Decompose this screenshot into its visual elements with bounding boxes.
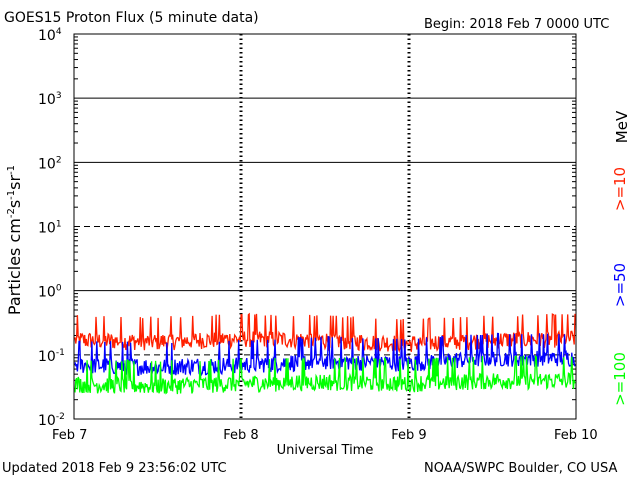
begin-time: Begin: 2018 Feb 7 0000 UTC	[424, 17, 610, 32]
label-e50: >=50	[611, 262, 629, 308]
y-tick-label: 104	[38, 27, 62, 44]
series-line-e50	[74, 332, 576, 377]
chart-title: GOES15 Proton Flux (5 minute data)	[4, 10, 259, 26]
x-tick-label: Feb 7	[52, 428, 87, 443]
label-e10: >=10	[611, 166, 629, 212]
y-axis-label: Particles cm-2s-1sr-1	[5, 165, 24, 315]
series-line-e100	[74, 355, 576, 395]
x-tick-label: Feb 9	[391, 428, 426, 443]
y-tick-label: 10-2	[38, 412, 65, 429]
series-line-e10	[74, 312, 576, 354]
x-tick-label: Feb 8	[223, 428, 258, 443]
y-tick-label: 103	[38, 91, 62, 108]
x-axis-label: Universal Time	[277, 443, 374, 458]
y-tick-label: 102	[38, 155, 62, 172]
y-tick-label: 101	[38, 220, 62, 237]
label-e100: >=100	[611, 352, 629, 406]
label-mev: MeV	[613, 110, 631, 144]
updated-time: Updated 2018 Feb 9 23:56:02 UTC	[2, 461, 227, 476]
x-tick-label: Feb 10	[554, 428, 598, 443]
y-tick-label: 100	[38, 284, 62, 301]
noaa-credit: NOAA/SWPC Boulder, CO USA	[424, 461, 618, 476]
y-tick-label: 10-1	[38, 348, 65, 365]
